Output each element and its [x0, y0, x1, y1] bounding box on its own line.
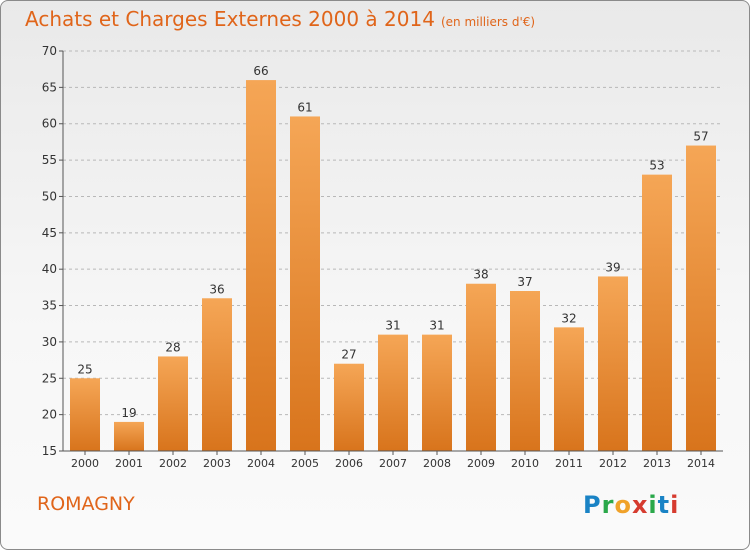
- bar-value-label: 31: [385, 319, 400, 333]
- y-tick-label: 70: [42, 44, 57, 58]
- bar: [246, 80, 276, 451]
- unit-note: (en milliers d'€): [440, 15, 536, 29]
- x-tick-label: 2002: [159, 457, 187, 470]
- y-tick-label: 50: [42, 189, 57, 203]
- bar-value-label: 25: [77, 362, 92, 376]
- y-tick-label: 45: [42, 226, 57, 240]
- y-tick-label: 35: [42, 299, 57, 313]
- commune-name: ROMAGNY: [37, 493, 135, 515]
- bar: [686, 145, 716, 451]
- bar: [510, 291, 540, 451]
- bar-value-label: 53: [649, 159, 664, 173]
- bar-value-label: 28: [165, 340, 180, 354]
- y-tick-label: 20: [42, 408, 57, 422]
- logo-letter: P: [583, 491, 602, 519]
- bar-value-label: 39: [605, 260, 620, 274]
- x-tick-label: 2004: [247, 457, 275, 470]
- bar: [202, 298, 232, 451]
- y-tick-label: 65: [42, 80, 57, 94]
- y-tick-label: 60: [42, 117, 57, 131]
- bar-value-label: 57: [693, 130, 708, 144]
- bar: [158, 356, 188, 451]
- x-tick-label: 2005: [291, 457, 319, 470]
- y-tick-label: 30: [42, 335, 57, 349]
- y-tick-label: 15: [42, 444, 57, 458]
- bar-value-label: 32: [561, 311, 576, 325]
- proxiti-logo: Proxiti: [583, 491, 679, 519]
- x-tick-label: 2006: [335, 457, 363, 470]
- logo-letter: r: [601, 491, 615, 519]
- bar: [422, 334, 452, 451]
- bar: [70, 378, 100, 451]
- bar-value-label: 66: [253, 64, 268, 78]
- logo-letter: x: [631, 491, 649, 519]
- bar: [466, 283, 496, 451]
- chart-title-text: Achats et Charges Externes 2000 à 2014: [25, 7, 435, 31]
- bar-value-label: 61: [297, 100, 312, 114]
- y-tick-label: 40: [42, 262, 57, 276]
- bar: [114, 421, 144, 451]
- logo-letter: t: [657, 491, 671, 519]
- bar-value-label: 31: [429, 319, 444, 333]
- x-tick-label: 2001: [115, 457, 143, 470]
- x-tick-label: 2010: [511, 457, 539, 470]
- bar-value-label: 19: [121, 406, 136, 420]
- bar-value-label: 36: [209, 282, 224, 296]
- bar: [554, 327, 584, 451]
- x-tick-label: 2009: [467, 457, 495, 470]
- x-tick-label: 2012: [599, 457, 627, 470]
- bar-value-label: 38: [473, 268, 488, 282]
- x-tick-label: 2011: [555, 457, 583, 470]
- bar: [378, 334, 408, 451]
- logo-letter: i: [670, 491, 680, 519]
- x-tick-label: 2007: [379, 457, 407, 470]
- logo-letter: i: [648, 491, 658, 519]
- bar: [642, 174, 672, 452]
- chart-title: Achats et Charges Externes 2000 à 2014 (e…: [25, 7, 535, 31]
- bar: [290, 116, 320, 452]
- y-tick-label: 25: [42, 371, 57, 385]
- bar: [598, 276, 628, 451]
- bar-value-label: 37: [517, 275, 532, 289]
- x-tick-label: 2000: [71, 457, 99, 470]
- bar-value-label: 27: [341, 348, 356, 362]
- bar: [334, 363, 364, 451]
- x-tick-label: 2014: [687, 457, 715, 470]
- y-tick-label: 55: [42, 153, 57, 167]
- logo-letter: o: [614, 491, 632, 519]
- x-tick-label: 2003: [203, 457, 231, 470]
- x-tick-label: 2013: [643, 457, 671, 470]
- x-tick-label: 2008: [423, 457, 451, 470]
